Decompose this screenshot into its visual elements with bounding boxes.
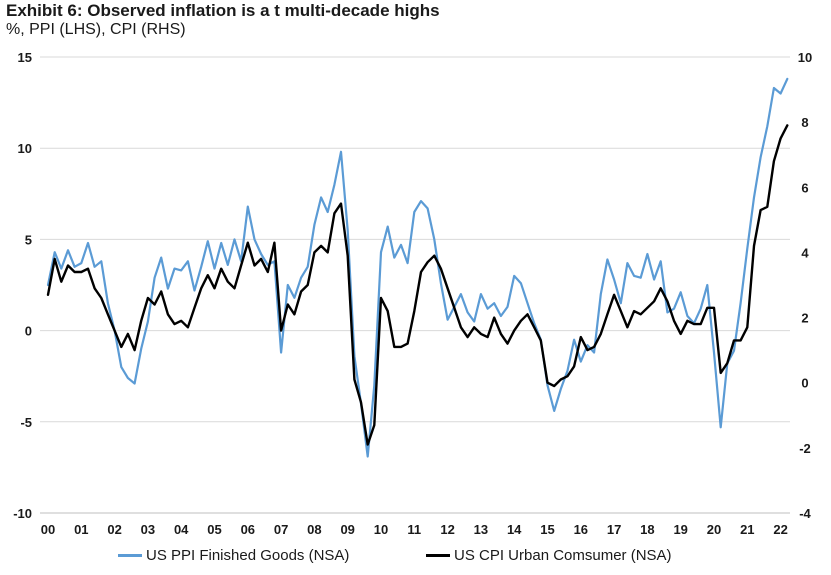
x-tick-label: 19 bbox=[673, 522, 687, 537]
x-tick-label: 01 bbox=[74, 522, 88, 537]
x-tick-label: 00 bbox=[41, 522, 55, 537]
x-tick-label: 06 bbox=[241, 522, 255, 537]
x-tick-label: 14 bbox=[507, 522, 522, 537]
x-tick-label: 13 bbox=[474, 522, 488, 537]
y-right-tick-label: -2 bbox=[799, 441, 811, 456]
legend-item-cpi: US CPI Urban Comsumer (NSA) bbox=[426, 547, 672, 564]
legend-label-ppi: US PPI Finished Goods (NSA) bbox=[146, 547, 350, 564]
y-right-tick-label: -4 bbox=[799, 506, 811, 521]
y-right-tick-label: 2 bbox=[801, 311, 808, 326]
x-tick-label: 21 bbox=[740, 522, 754, 537]
series-line-ppi bbox=[46, 77, 789, 458]
legend-label-cpi: US CPI Urban Comsumer (NSA) bbox=[454, 547, 672, 564]
chart-title: Exhibit 6: Observed inflation is a t mul… bbox=[6, 1, 440, 20]
y-right-tick-label: 4 bbox=[801, 245, 809, 260]
x-tick-label: 07 bbox=[274, 522, 288, 537]
legend-swatch-cpi bbox=[426, 554, 450, 557]
chart-subtitle: %, PPI (LHS), CPI (RHS) bbox=[6, 21, 186, 38]
x-tick-label: 09 bbox=[340, 522, 354, 537]
legend-item-ppi: US PPI Finished Goods (NSA) bbox=[118, 547, 349, 564]
y-right-tick-label: 8 bbox=[801, 115, 808, 130]
y-left-tick-label: 5 bbox=[25, 232, 32, 247]
y-left-tick-label: 15 bbox=[18, 50, 32, 65]
legend-swatch-ppi bbox=[118, 554, 142, 557]
x-tick-label: 11 bbox=[407, 522, 421, 537]
x-tick-label: 18 bbox=[640, 522, 654, 537]
x-tick-label: 16 bbox=[574, 522, 588, 537]
y-right-tick-label: 6 bbox=[801, 180, 808, 195]
x-tick-label: 12 bbox=[440, 522, 454, 537]
x-tick-label: 17 bbox=[607, 522, 621, 537]
x-tick-label: 15 bbox=[540, 522, 554, 537]
x-tick-label: 05 bbox=[207, 522, 221, 537]
x-tick-label: 10 bbox=[374, 522, 388, 537]
x-tick-label: 08 bbox=[307, 522, 321, 537]
y-left-tick-label: -5 bbox=[20, 415, 32, 430]
legend: US PPI Finished Goods (NSA) US CPI Urban… bbox=[0, 547, 831, 567]
y-left-tick-label: 0 bbox=[25, 324, 32, 339]
x-tick-label: 03 bbox=[141, 522, 155, 537]
y-right-tick-label: 10 bbox=[798, 50, 812, 65]
series-line-cpi bbox=[46, 124, 789, 446]
x-tick-label: 20 bbox=[707, 522, 721, 537]
x-tick-label: 02 bbox=[107, 522, 121, 537]
x-tick-label: 04 bbox=[174, 522, 189, 537]
y-left-tick-label: -10 bbox=[13, 506, 32, 521]
y-right-tick-label: 0 bbox=[801, 376, 808, 391]
x-tick-label: 22 bbox=[773, 522, 787, 537]
y-left-tick-label: 10 bbox=[18, 141, 32, 156]
